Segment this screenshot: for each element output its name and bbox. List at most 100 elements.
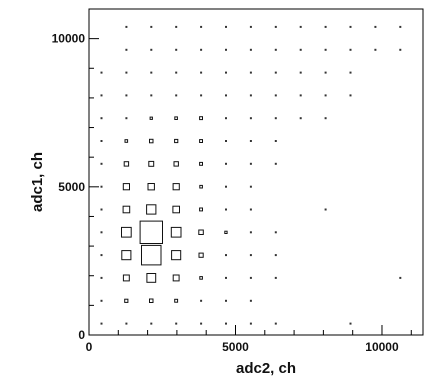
histogram-bin xyxy=(349,94,352,97)
histogram-bin xyxy=(125,322,128,325)
histogram-bin xyxy=(324,71,327,74)
histogram-bin xyxy=(125,117,128,120)
histogram-bin xyxy=(249,208,252,211)
histogram-bin xyxy=(122,274,130,282)
histogram-bin xyxy=(324,208,327,211)
histogram-bin xyxy=(249,299,252,302)
histogram-bin xyxy=(148,160,155,167)
histogram-bin xyxy=(150,48,153,51)
histogram-bin xyxy=(125,94,128,97)
histogram-bin xyxy=(139,220,164,245)
histogram-bin xyxy=(274,162,277,165)
histogram-bin xyxy=(174,138,179,144)
histogram-bin xyxy=(299,48,302,51)
histogram-bins xyxy=(100,25,402,325)
histogram-bin xyxy=(225,162,227,165)
histogram-bin xyxy=(299,71,302,74)
histogram-bin xyxy=(225,299,227,302)
histogram-bin xyxy=(124,298,129,303)
histogram-bin xyxy=(100,94,103,97)
histogram-bin xyxy=(324,48,327,51)
histogram-bin xyxy=(141,244,162,266)
x-tick-label: 0 xyxy=(86,340,93,354)
histogram-bin xyxy=(274,117,277,120)
histogram-bin xyxy=(199,184,203,189)
histogram-bin xyxy=(374,25,377,28)
histogram-bin xyxy=(274,322,277,325)
histogram-bin xyxy=(199,276,203,280)
histogram-bin xyxy=(170,226,182,238)
histogram-bin xyxy=(225,25,227,28)
histogram-bin xyxy=(225,254,227,257)
histogram-bin xyxy=(249,276,252,279)
histogram-bin xyxy=(199,161,204,166)
histogram-bin xyxy=(299,25,302,28)
histogram-bin xyxy=(249,162,252,165)
histogram-bin xyxy=(200,322,203,325)
histogram-bin xyxy=(199,207,204,212)
histogram-bin xyxy=(274,276,277,279)
histogram-bin xyxy=(125,48,128,51)
histogram-bin xyxy=(122,205,131,214)
histogram-bin xyxy=(174,298,179,303)
histogram-bin xyxy=(150,94,153,97)
y-axis-label: adc1, ch xyxy=(29,152,46,212)
histogram-bin xyxy=(249,117,252,120)
histogram-bin xyxy=(100,322,103,325)
histogram-bin xyxy=(249,71,252,74)
histogram-bin xyxy=(147,183,155,191)
histogram-bin xyxy=(198,252,204,258)
y-tick-label: 5000 xyxy=(58,180,85,194)
histogram-bin xyxy=(100,140,103,142)
histogram-bin xyxy=(172,274,180,282)
histogram-bin xyxy=(324,25,327,28)
histogram-bin xyxy=(249,48,252,51)
histogram-bin xyxy=(225,117,227,120)
histogram-bin xyxy=(349,71,352,74)
histogram-bin xyxy=(324,94,327,97)
histogram-bin xyxy=(121,250,132,261)
histogram-bin xyxy=(225,94,227,97)
plot-frame xyxy=(88,8,424,336)
histogram-bin xyxy=(146,204,157,215)
histogram-bin xyxy=(100,185,103,188)
y-tick-label: 0 xyxy=(78,328,85,342)
histogram-bin xyxy=(175,94,178,97)
histogram-bin xyxy=(274,71,277,74)
x-axis-label: adc2, ch xyxy=(236,360,296,377)
histogram-bin xyxy=(349,322,352,325)
histogram-bin xyxy=(274,254,277,257)
histogram-bin xyxy=(123,161,130,167)
histogram-bin xyxy=(274,25,277,28)
histogram-bin xyxy=(249,94,252,97)
histogram-bin xyxy=(100,231,103,234)
y-tick-label: 10000 xyxy=(52,32,86,46)
histogram-bin xyxy=(146,273,157,283)
axis-ticks xyxy=(88,8,412,336)
histogram-bin xyxy=(175,71,178,74)
histogram-bin xyxy=(274,140,277,142)
histogram-bin xyxy=(175,48,178,51)
histogram-bin xyxy=(225,140,227,142)
histogram-bin xyxy=(100,117,103,120)
histogram-bin xyxy=(399,48,402,51)
histogram-bin xyxy=(199,116,204,121)
histogram-bin xyxy=(225,71,227,74)
histogram-bin xyxy=(124,139,129,143)
histogram-bin xyxy=(149,138,154,144)
histogram-bin xyxy=(225,276,227,279)
histogram-bin xyxy=(149,116,153,120)
histogram-bin xyxy=(172,183,180,191)
x-tick-label: 5000 xyxy=(222,340,249,354)
histogram-bin xyxy=(125,25,128,28)
histogram-bin xyxy=(172,205,180,214)
histogram-bin xyxy=(274,94,277,97)
histogram-bin xyxy=(125,71,128,74)
histogram-bin xyxy=(224,230,228,234)
histogram-bin xyxy=(122,183,131,191)
histogram-bin xyxy=(200,48,203,51)
histogram-bin xyxy=(349,48,352,51)
histogram-bin xyxy=(299,94,302,97)
histogram-bin xyxy=(175,25,178,28)
